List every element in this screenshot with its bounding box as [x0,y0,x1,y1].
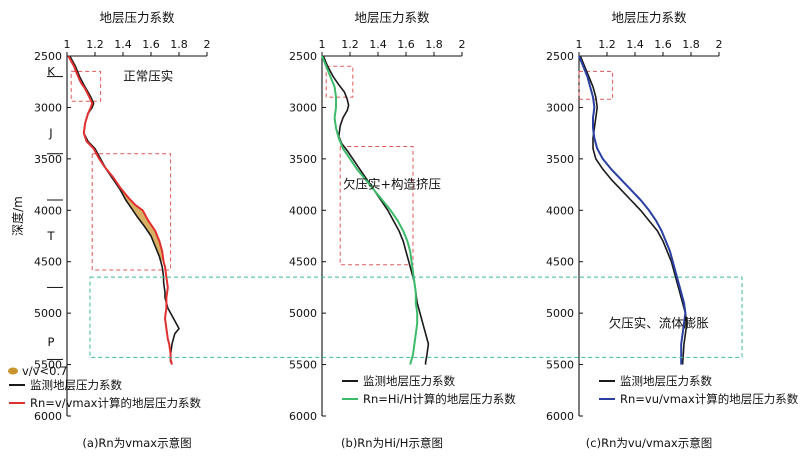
legend-label: 监测地层压力系数 [30,378,122,392]
y-tick-label: 4000 [289,204,317,217]
x-tick-label: 2 [716,38,723,51]
chart-title: 地层压力系数 [611,10,687,25]
annotation: 欠压实+构造挤压 [343,177,441,192]
x-tick-label: 1.8 [425,38,443,51]
y-tick-label: 2500 [546,50,574,63]
y-tick-label: 6000 [289,410,317,423]
series-line-computed [321,55,419,365]
y-tick-label: 3500 [289,153,317,166]
series-line-monitored [322,55,430,365]
legend-item: Rn=Hi/H计算的地层压力系数 [342,392,516,406]
strata-label: J [48,126,52,140]
series-line-monitored [69,55,180,363]
y-tick-label: 5000 [34,307,62,320]
chart-title: 地层压力系数 [354,10,430,25]
y-tick-label: 2500 [34,50,62,63]
chart-title: 地层压力系数 [99,10,175,25]
y-tick-label: 3500 [546,153,574,166]
y-tick-label: 3000 [289,101,317,114]
series-line-computed [578,55,687,365]
legend-item: Rn=v/vmax计算的地层压力系数 [9,396,201,410]
x-tick-label: 2 [459,38,466,51]
legend-label: 监测地层压力系数 [620,374,712,388]
y-tick-label: 6000 [546,410,574,423]
x-tick-label: 1 [64,38,71,51]
legend-item: Rn=vu/vmax计算的地层压力系数 [599,392,799,406]
x-tick-label: 2 [204,38,211,51]
series-line-monitored [579,55,688,365]
legend-item: 监测地层压力系数 [9,378,122,392]
x-tick-label: 1.8 [170,38,188,51]
x-tick-label: 1.2 [86,38,104,51]
y-tick-label: 4000 [34,204,62,217]
x-tick-label: 1.2 [598,38,616,51]
x-tick-label: 1 [319,38,326,51]
y-tick-label: 3000 [34,101,62,114]
dashed-box [325,65,354,98]
series-line-computed [67,55,173,365]
y-tick-label: 3000 [546,101,574,114]
legend-label: Rn=v/vmax计算的地层压力系数 [30,396,201,410]
dashed-box [91,153,172,271]
legend-shaded-label: v/v<0.7 [22,364,67,378]
y-tick-label: 4000 [546,204,574,217]
y-tick-label: 6000 [34,410,62,423]
y-tick-label: 5000 [546,307,574,320]
y-tick-label: 5500 [289,359,317,372]
x-tick-label: 1.4 [626,38,644,51]
panel-caption: (c)Rn为vu/vmax示意图 [586,436,712,450]
legend-shaded: v/v<0.7 [8,364,67,378]
dashed-box [339,146,414,266]
legend-item: 监测地层压力系数 [599,374,712,388]
x-tick-label: 1 [576,38,583,51]
strata-label: K [47,64,55,78]
x-tick-label: 1.4 [369,38,387,51]
legend-label: Rn=Hi/H计算的地层压力系数 [363,392,516,406]
legend-label: 监测地层压力系数 [363,374,455,388]
y-tick-label: 5500 [546,359,574,372]
legend-label: Rn=vu/vmax计算的地层压力系数 [620,392,799,406]
y-axis-label: 深度/m [10,196,25,236]
y-tick-label: 4500 [289,256,317,269]
strata-label: P [48,335,55,349]
x-tick-label: 1.6 [142,38,160,51]
strata-label: T [46,229,55,243]
y-tick-label: 3500 [34,153,62,166]
panel-caption: (a)Rn为vmax示意图 [82,436,191,450]
x-tick-label: 1.6 [654,38,672,51]
y-tick-label: 2500 [289,50,317,63]
y-tick-label: 4500 [34,256,62,269]
legend-shaded-swatch [8,367,18,375]
panel-3: 地层压力系数 1 1.2 1.4 1.6 1.8 2 2500 3000 3500 4000 4500… [546,10,799,450]
x-tick-label: 1.2 [341,38,359,51]
legend-item: 监测地层压力系数 [342,374,455,388]
annotation: 正常压实 [123,69,173,84]
y-tick-label: 5500 [34,359,62,372]
dashed-box [70,70,102,102]
y-tick-label: 4500 [546,256,574,269]
panel-caption: (b)Rn为Hi/H示意图 [341,436,443,450]
y-tick-label: 5000 [289,307,317,320]
x-tick-label: 1.6 [397,38,415,51]
x-tick-label: 1.4 [114,38,132,51]
x-tick-label: 1.8 [682,38,700,51]
overlay-dashed-box [89,276,743,358]
annotation: 欠压实、流体膨胀 [609,315,710,330]
panel-1: 地层压力系数 1 1.2 1.4 1.6 1.8 2 2500 3000 3500 4000 4500… [8,10,211,450]
panel-2: 地层压力系数 1 1.2 1.4 1.6 1.8 2 2500 3000 3500 4000 4500… [289,10,516,450]
